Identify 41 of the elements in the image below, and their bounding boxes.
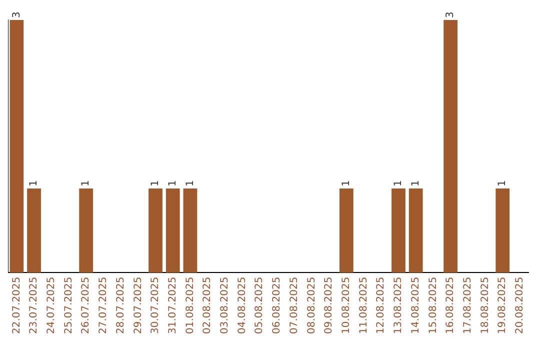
data-label: 1 (497, 180, 508, 186)
x-tick-label: 13.08.2025 (393, 276, 404, 334)
x-tick-label: 03.08.2025 (220, 276, 231, 334)
x-tick-label: 29.07.2025 (132, 276, 144, 334)
x-tick-label: 31.07.2025 (167, 276, 178, 334)
data-label: 3 (11, 12, 22, 18)
x-tick-label: 22.07.2025 (11, 276, 22, 334)
x-tick-label: 28.07.2025 (115, 276, 126, 334)
data-label: 3 (445, 12, 456, 18)
x-tick-label: 24.07.2025 (46, 276, 57, 334)
data-label: 1 (410, 180, 422, 186)
x-tick-label: 02.08.2025 (202, 276, 214, 334)
data-label: 1 (28, 180, 40, 186)
x-tick-label: 27.07.2025 (98, 276, 110, 334)
x-tick-label: 14.08.2025 (410, 276, 422, 334)
x-tick-label: 10.08.2025 (341, 276, 352, 334)
data-label: 1 (341, 180, 352, 186)
data-label: 1 (80, 180, 92, 186)
x-tick-label: 20.08.2025 (514, 276, 526, 334)
x-tick-label: 19.08.2025 (497, 276, 508, 334)
x-tick-label: 17.08.2025 (462, 276, 474, 334)
x-tick-label: 16.08.2025 (445, 276, 456, 334)
x-tick-label: 08.08.2025 (306, 276, 318, 334)
x-tick-label: 09.08.2025 (324, 276, 335, 334)
x-tick-label: 06.08.2025 (272, 276, 283, 334)
x-tick-label: 04.08.2025 (236, 276, 248, 334)
x-tick-label: 12.08.2025 (376, 276, 387, 334)
data-label: 1 (184, 180, 196, 186)
data-label: 1 (150, 180, 162, 186)
x-tick-label: 18.08.2025 (480, 276, 491, 334)
x-tick-label: 26.07.2025 (80, 276, 92, 334)
x-tick-label: 25.07.2025 (63, 276, 74, 334)
data-label: 1 (393, 180, 404, 186)
x-tick-label: 07.08.2025 (288, 276, 300, 334)
x-tick-label: 30.07.2025 (150, 276, 162, 334)
x-tick-label: 11.08.2025 (358, 276, 370, 334)
x-tick-label: 05.08.2025 (254, 276, 266, 334)
x-tick-label: 23.07.2025 (28, 276, 40, 334)
x-tick-label: 01.08.2025 (184, 276, 196, 334)
data-label: 1 (167, 180, 178, 186)
x-tick-label: 15.08.2025 (428, 276, 439, 334)
